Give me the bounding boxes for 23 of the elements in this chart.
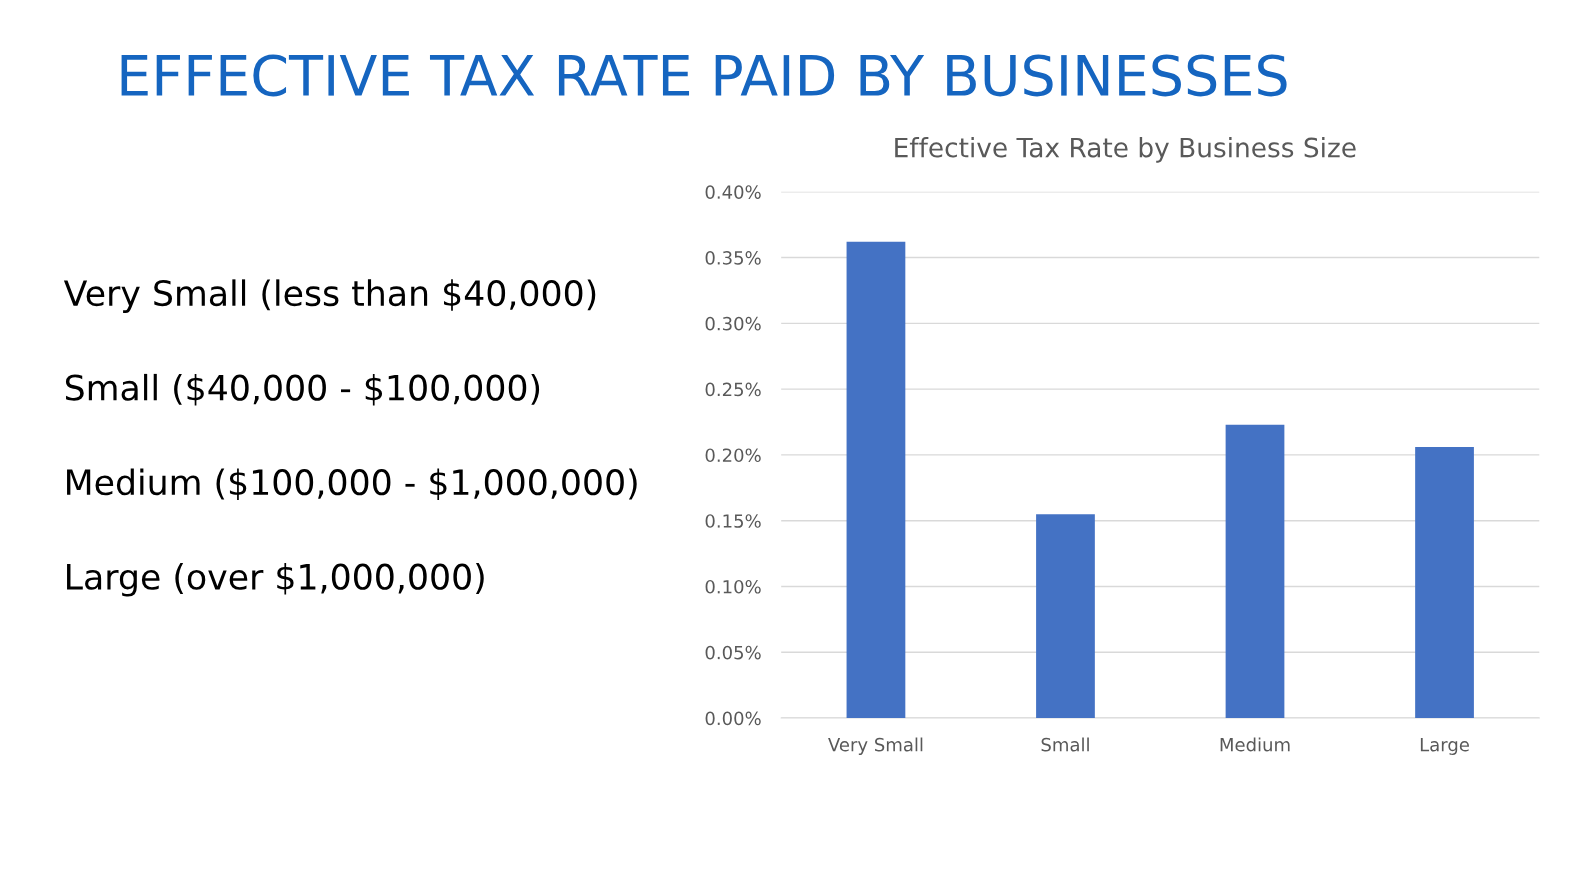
- y-tick-label: 0.10%: [705, 579, 761, 594]
- y-tick-label: 0.05%: [705, 645, 761, 660]
- y-tick-label: 0.20%: [705, 448, 761, 463]
- text: Medium ($100,000 - $1,000,000): [67, 468, 637, 500]
- chart-subtitle: Effective Tax Rate by Business Size: [895, 137, 1356, 163]
- y-tick-label: 0.25%: [705, 382, 761, 397]
- y-tick-label: 0.35%: [705, 251, 761, 265]
- x-tick-label: Medium: [1220, 737, 1290, 752]
- y-tick-label: 0.15%: [705, 514, 761, 528]
- x-tick-label: Small: [1041, 737, 1089, 752]
- text: Small ($40,000 - $100,000): [65, 373, 540, 406]
- y-tick-label: 0.40%: [705, 185, 761, 199]
- bar: [846, 241, 906, 719]
- text: Very Small (less than $40,000): [63, 279, 596, 313]
- y-tick-label: 0.00%: [705, 711, 761, 726]
- bar: [1415, 447, 1474, 719]
- chart-title: EFFECTIVE TAX RATE PAID BY BUSINESSES: [121, 54, 1287, 97]
- bar: [1225, 424, 1285, 719]
- x-tick-label: Large: [1420, 738, 1469, 755]
- x-tick-label: Very Small: [828, 737, 923, 755]
- y-tick-label: 0.30%: [705, 316, 761, 331]
- bar: [1036, 514, 1095, 719]
- text: Large (over $1,000,000): [67, 563, 484, 597]
